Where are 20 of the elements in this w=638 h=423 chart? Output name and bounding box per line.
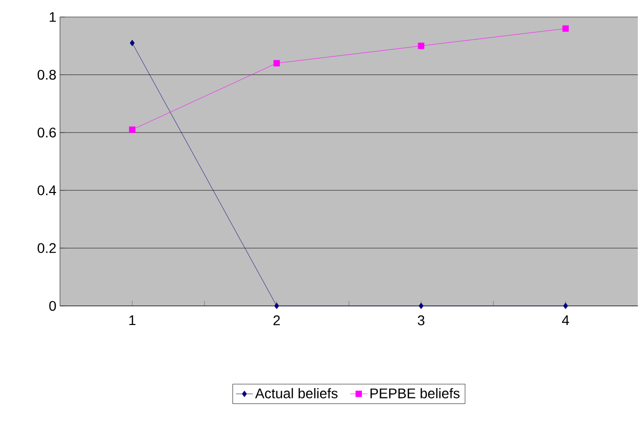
x-tick-label: 1 [129, 315, 136, 326]
legend-label: PEPBE beliefs [370, 388, 460, 398]
point [130, 40, 135, 46]
point [418, 302, 424, 310]
y-tick-label: 0.2 [38, 243, 56, 254]
x-tick-label: 3 [418, 315, 424, 326]
point [562, 25, 569, 32]
point [273, 60, 280, 66]
y-tick-label: 0.4 [38, 185, 56, 196]
y-tick-label: 0.8 [38, 70, 56, 80]
point [274, 302, 280, 310]
point [418, 42, 424, 50]
x-tick-label: 4 [562, 315, 570, 326]
point [129, 126, 136, 133]
point [563, 302, 568, 310]
x-tick-label: 2 [273, 315, 280, 326]
y-tick-label: 1 [50, 12, 56, 22]
y-tick-label: 0 [49, 301, 56, 311]
y-tick-label: 0.6 [38, 128, 56, 138]
legend-label: Actual beliefs [255, 388, 338, 398]
